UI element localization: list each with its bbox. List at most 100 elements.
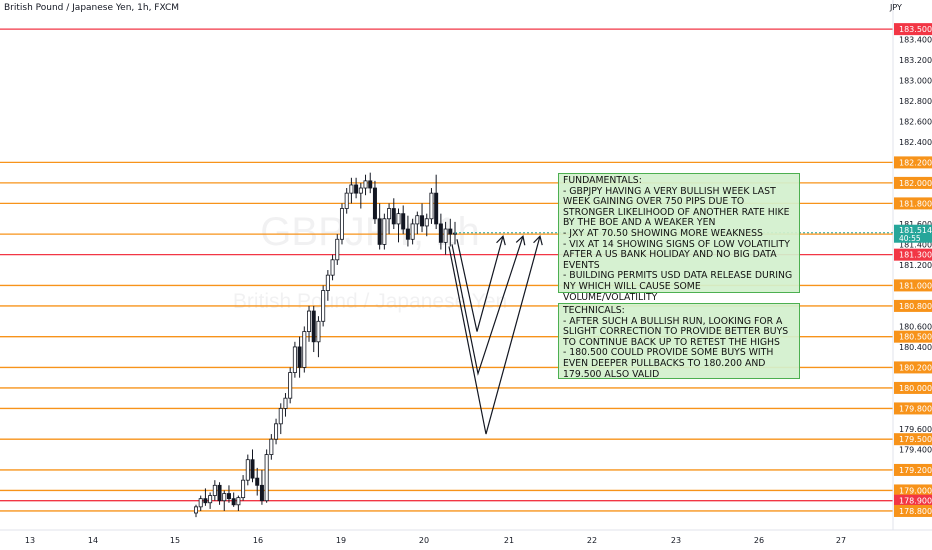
fundamentals-title: FUNDAMENTALS: — [563, 175, 642, 186]
candle[interactable] — [405, 215, 410, 247]
candle[interactable] — [443, 221, 448, 255]
candle-body — [429, 192, 434, 220]
candle[interactable] — [278, 403, 283, 435]
candle[interactable] — [382, 213, 387, 250]
time-tick-label: 21 — [504, 536, 514, 545]
candle[interactable] — [349, 177, 354, 204]
candle[interactable] — [307, 305, 312, 342]
level-price-text: 180.000 — [899, 384, 932, 393]
level-price-text: 181.800 — [899, 199, 932, 208]
candle[interactable] — [269, 434, 274, 460]
candle[interactable] — [429, 188, 434, 224]
candle-body — [434, 192, 439, 225]
price-tick-label: 183.200 — [899, 56, 932, 65]
candle[interactable] — [203, 488, 208, 506]
candle[interactable] — [316, 316, 321, 358]
candle[interactable] — [255, 467, 260, 496]
candle[interactable] — [226, 485, 231, 503]
candle[interactable] — [448, 218, 453, 247]
candle[interactable] — [401, 205, 406, 235]
candle[interactable] — [339, 203, 344, 245]
candle[interactable] — [344, 188, 349, 214]
candle[interactable] — [250, 449, 255, 483]
candle[interactable] — [377, 203, 382, 250]
candle-body — [203, 498, 208, 504]
level-price-text: 179.000 — [899, 486, 932, 495]
candle[interactable] — [415, 211, 420, 235]
candle[interactable] — [283, 393, 288, 417]
candle[interactable] — [208, 492, 213, 509]
candle-body — [330, 259, 335, 276]
candle[interactable] — [311, 305, 316, 353]
candle-body — [311, 310, 316, 343]
candle-body — [288, 372, 293, 399]
candle-body — [349, 184, 354, 194]
time-tick-label: 22 — [587, 536, 597, 545]
candle[interactable] — [212, 480, 217, 501]
candle[interactable] — [321, 285, 326, 327]
level-price-tag — [894, 433, 932, 446]
candle[interactable] — [410, 218, 415, 245]
candle[interactable] — [302, 326, 307, 373]
candle-body — [255, 477, 260, 486]
candle[interactable] — [335, 234, 340, 265]
candle[interactable] — [438, 213, 443, 250]
level-price-tag — [894, 197, 932, 210]
candle-body — [307, 310, 312, 332]
technicals-note[interactable]: TECHNICALS: - AFTER SUCH A BULLISH RUN, … — [558, 303, 800, 379]
candle[interactable] — [297, 336, 302, 378]
candle[interactable] — [259, 469, 264, 505]
candle[interactable] — [396, 208, 401, 243]
price-tick-label: 180.400 — [899, 343, 932, 352]
candle-body — [264, 454, 269, 502]
candle[interactable] — [193, 504, 198, 518]
level-price-text: 178.900 — [899, 497, 932, 506]
candle[interactable] — [368, 172, 373, 194]
price-tick-label: 183.400 — [899, 35, 932, 44]
price-tick-label: 181.400 — [899, 240, 932, 249]
path-deep[interactable] — [448, 236, 541, 435]
candle[interactable] — [363, 174, 368, 196]
candle-body — [231, 498, 236, 506]
candle[interactable] — [325, 270, 330, 301]
candle[interactable] — [358, 182, 363, 209]
candle[interactable] — [387, 203, 392, 235]
candle[interactable] — [245, 454, 250, 486]
candle[interactable] — [198, 495, 203, 511]
candle[interactable] — [354, 177, 359, 199]
level-price-tag — [894, 248, 932, 261]
level-price-text: 180.200 — [899, 363, 932, 372]
candle[interactable] — [424, 213, 429, 237]
candle[interactable] — [217, 482, 222, 505]
countdown-text: 40:55 — [899, 234, 921, 243]
candle-body — [387, 208, 392, 220]
candle[interactable] — [330, 254, 335, 281]
arrowhead — [533, 235, 543, 246]
candle-body — [325, 274, 330, 291]
fundamentals-note[interactable]: FUNDAMENTALS: - GBPJPY HAVING A VERY BUL… — [558, 173, 800, 302]
price-tick-label: 179.600 — [899, 425, 932, 434]
candle[interactable] — [420, 203, 425, 233]
path-mid[interactable] — [451, 236, 524, 376]
candle-body — [198, 498, 203, 508]
path-shallow[interactable] — [456, 236, 504, 332]
candle[interactable] — [288, 367, 293, 404]
candle[interactable] — [222, 490, 227, 511]
candle-body — [391, 208, 396, 225]
candle[interactable] — [274, 418, 279, 445]
candle[interactable] — [434, 174, 439, 230]
currency-label: JPY — [890, 3, 902, 12]
candle[interactable] — [241, 475, 246, 501]
candle[interactable] — [231, 492, 236, 507]
level-price-tag — [894, 361, 932, 374]
candle[interactable] — [372, 180, 377, 224]
candle[interactable] — [264, 449, 269, 503]
candle[interactable] — [236, 495, 241, 511]
arrowhead — [496, 235, 506, 246]
candle[interactable] — [391, 198, 396, 230]
candle[interactable] — [292, 341, 297, 378]
candle-body — [302, 331, 307, 368]
candle-body — [372, 187, 377, 220]
candle-body — [335, 238, 340, 261]
